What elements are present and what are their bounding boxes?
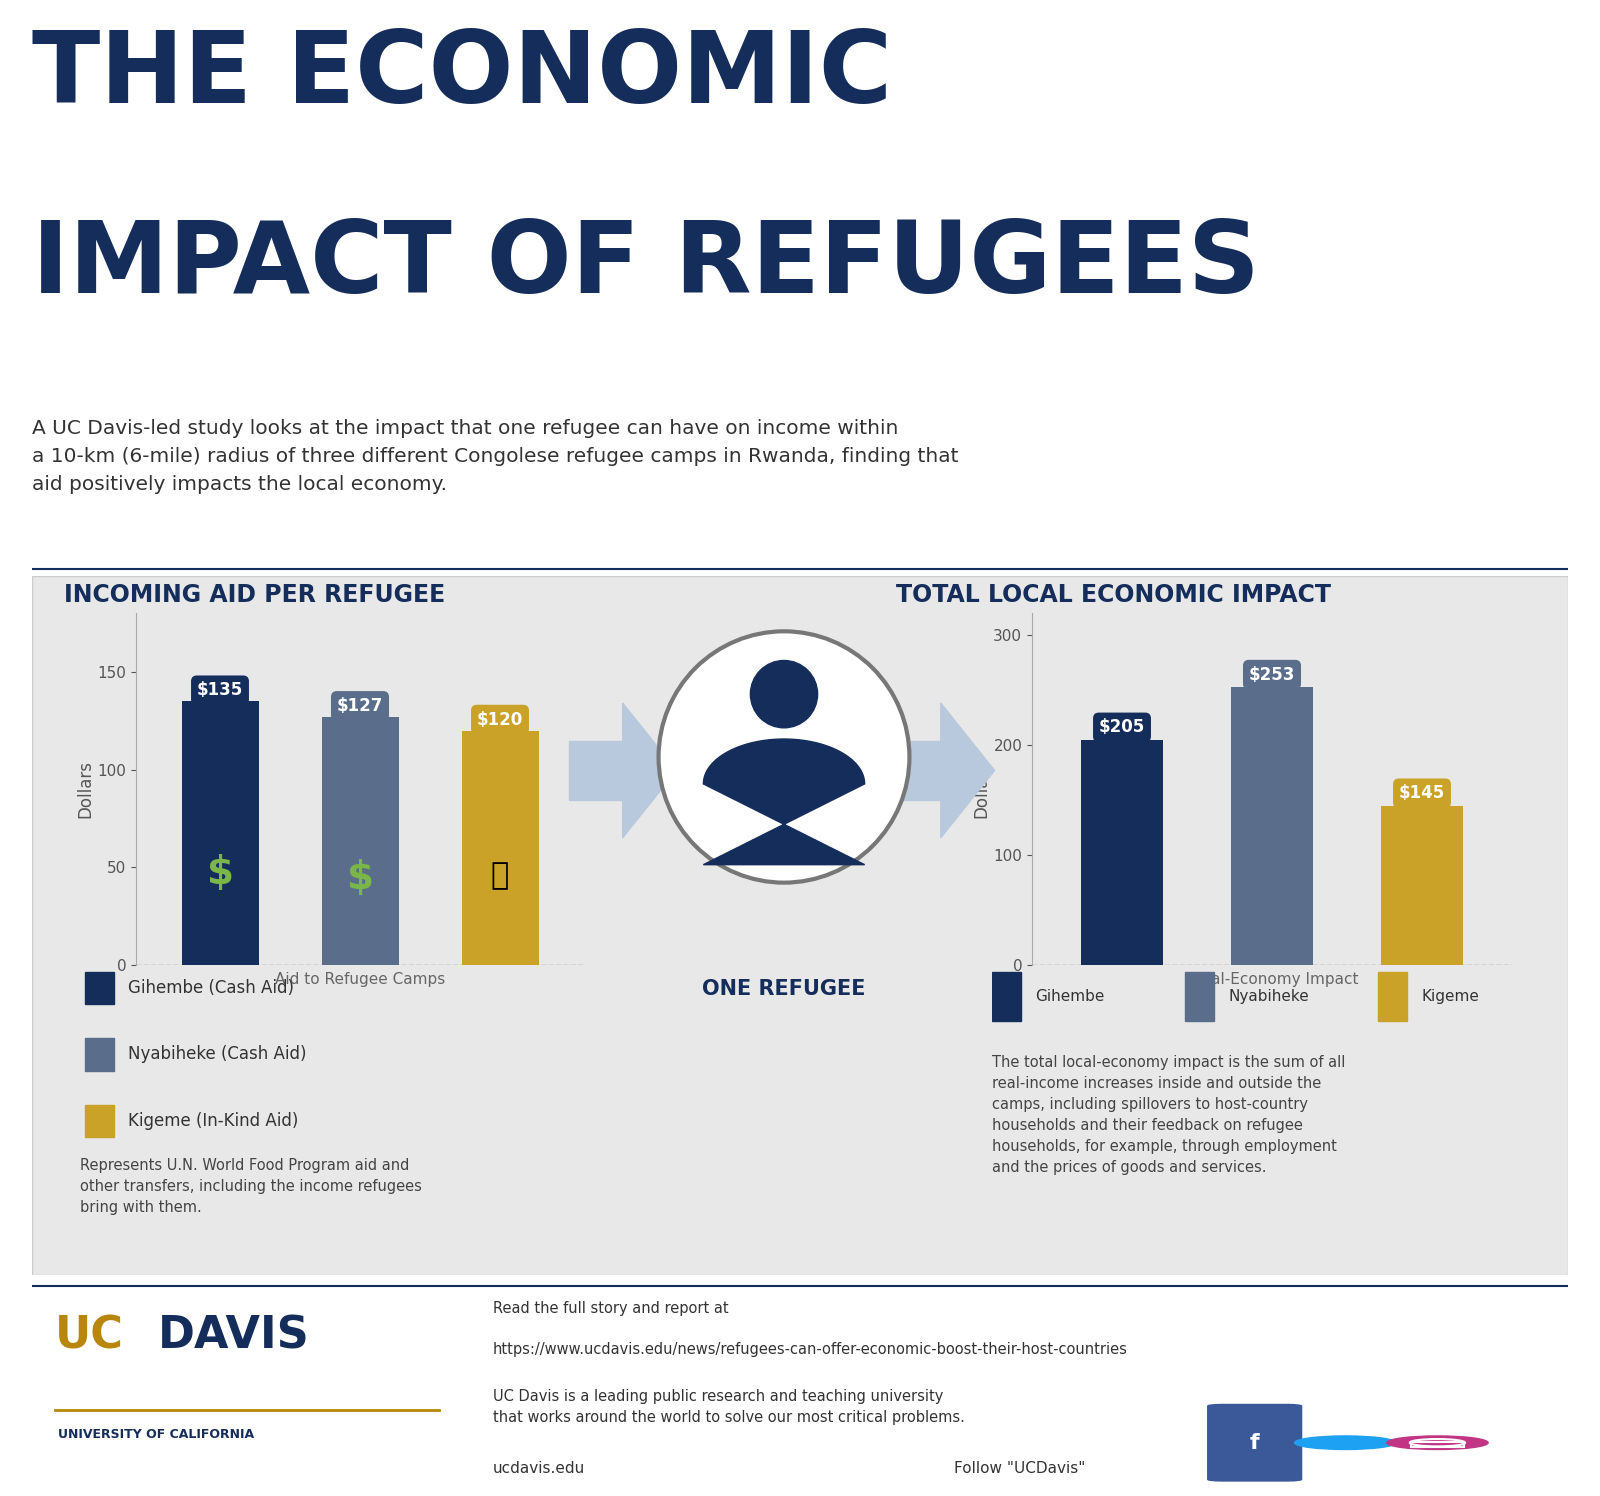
Text: A UC Davis-led study looks at the impact that one refugee can have on income wit: A UC Davis-led study looks at the impact… — [32, 419, 958, 494]
Text: Kigeme (In-Kind Aid): Kigeme (In-Kind Aid) — [128, 1112, 298, 1129]
Bar — [181, 702, 259, 965]
Bar — [1230, 687, 1314, 965]
Text: The total local-economy impact is the sum of all
real-income increases inside an: The total local-economy impact is the su… — [992, 1055, 1346, 1174]
Text: $127: $127 — [338, 697, 382, 715]
Text: t: t — [1341, 1432, 1350, 1451]
Text: $: $ — [347, 859, 373, 898]
Text: Gihembe: Gihembe — [1035, 989, 1104, 1004]
Text: Follow "UCDavis": Follow "UCDavis" — [954, 1460, 1085, 1475]
Text: Nyabiheke: Nyabiheke — [1229, 989, 1309, 1004]
Text: THE ECONOMIC: THE ECONOMIC — [32, 27, 893, 124]
Polygon shape — [704, 739, 864, 865]
Text: $135: $135 — [197, 681, 243, 699]
Bar — [85, 1106, 114, 1137]
Text: Gihembe (Cash Aid): Gihembe (Cash Aid) — [128, 978, 293, 996]
FancyArrow shape — [570, 742, 622, 799]
Circle shape — [659, 631, 909, 883]
X-axis label: Local-Economy Impact: Local-Economy Impact — [1186, 972, 1358, 987]
Bar — [85, 971, 114, 1004]
Text: UC: UC — [54, 1315, 125, 1358]
Text: Represents U.N. World Food Program aid and
other transfers, including the income: Represents U.N. World Food Program aid a… — [80, 1158, 422, 1215]
Text: Nyabiheke (Cash Aid): Nyabiheke (Cash Aid) — [128, 1046, 306, 1064]
Text: Read the full story and report at: Read the full story and report at — [493, 1302, 728, 1316]
Y-axis label: Dollars: Dollars — [973, 760, 990, 818]
Text: $253: $253 — [1250, 666, 1294, 684]
Text: $205: $205 — [1099, 718, 1146, 736]
Text: INCOMING AID PER REFUGEE: INCOMING AID PER REFUGEE — [64, 582, 445, 607]
Text: $145: $145 — [1398, 784, 1445, 802]
Text: Kigeme: Kigeme — [1421, 989, 1478, 1004]
Polygon shape — [941, 703, 995, 838]
Bar — [322, 717, 398, 965]
Bar — [85, 1038, 114, 1071]
X-axis label: Aid to Refugee Camps: Aid to Refugee Camps — [275, 972, 445, 987]
Bar — [992, 972, 1021, 1020]
FancyArrow shape — [886, 742, 941, 799]
Circle shape — [750, 661, 818, 729]
Text: ONE REFUGEE: ONE REFUGEE — [702, 980, 866, 999]
Text: UNIVERSITY OF CALIFORNIA: UNIVERSITY OF CALIFORNIA — [58, 1429, 254, 1441]
Text: DAVIS: DAVIS — [158, 1315, 310, 1358]
Text: f: f — [1250, 1433, 1259, 1453]
Text: IMPACT OF REFUGEES: IMPACT OF REFUGEES — [32, 217, 1259, 314]
Text: $: $ — [206, 854, 234, 892]
Bar — [1381, 806, 1464, 965]
Text: UC Davis is a leading public research and teaching university
that works around : UC Davis is a leading public research an… — [493, 1390, 965, 1426]
Polygon shape — [622, 703, 677, 838]
FancyBboxPatch shape — [32, 576, 1568, 1275]
FancyBboxPatch shape — [1206, 1403, 1302, 1481]
Bar — [1378, 972, 1406, 1020]
Y-axis label: Dollars: Dollars — [77, 760, 94, 818]
Bar — [1080, 739, 1163, 965]
Text: TOTAL LOCAL ECONOMIC IMPACT: TOTAL LOCAL ECONOMIC IMPACT — [896, 582, 1331, 607]
Bar — [1186, 972, 1214, 1020]
Text: 🍎: 🍎 — [491, 862, 509, 890]
Text: ucdavis.edu: ucdavis.edu — [493, 1460, 586, 1475]
Bar — [461, 730, 539, 965]
Circle shape — [1387, 1436, 1488, 1450]
Bar — [1411, 1442, 1464, 1447]
Text: https://www.ucdavis.edu/news/refugees-can-offer-economic-boost-their-host-countr: https://www.ucdavis.edu/news/refugees-ca… — [493, 1342, 1128, 1357]
Text: $120: $120 — [477, 711, 523, 729]
Circle shape — [1294, 1436, 1395, 1450]
